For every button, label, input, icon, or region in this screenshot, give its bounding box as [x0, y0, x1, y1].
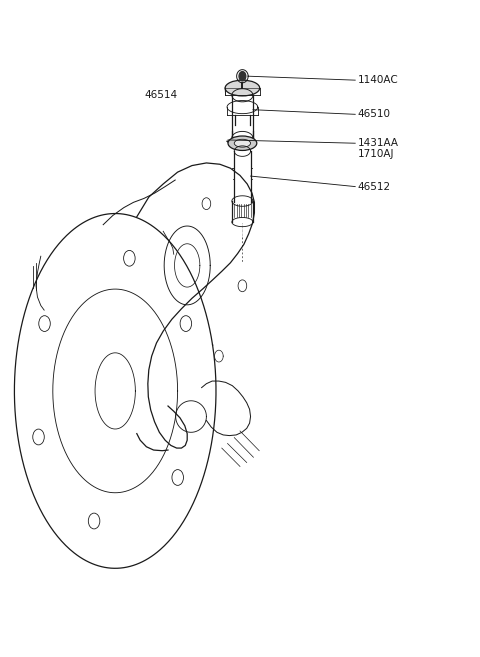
- Text: 1431AA: 1431AA: [358, 138, 398, 148]
- Text: 46514: 46514: [144, 90, 177, 101]
- Ellipse shape: [228, 136, 257, 150]
- Text: 46512: 46512: [358, 181, 391, 192]
- Ellipse shape: [225, 80, 260, 96]
- Text: 46510: 46510: [358, 109, 391, 120]
- Text: 1140AC: 1140AC: [358, 75, 398, 85]
- Ellipse shape: [234, 139, 251, 147]
- Circle shape: [239, 72, 246, 81]
- Text: 1710AJ: 1710AJ: [358, 148, 394, 159]
